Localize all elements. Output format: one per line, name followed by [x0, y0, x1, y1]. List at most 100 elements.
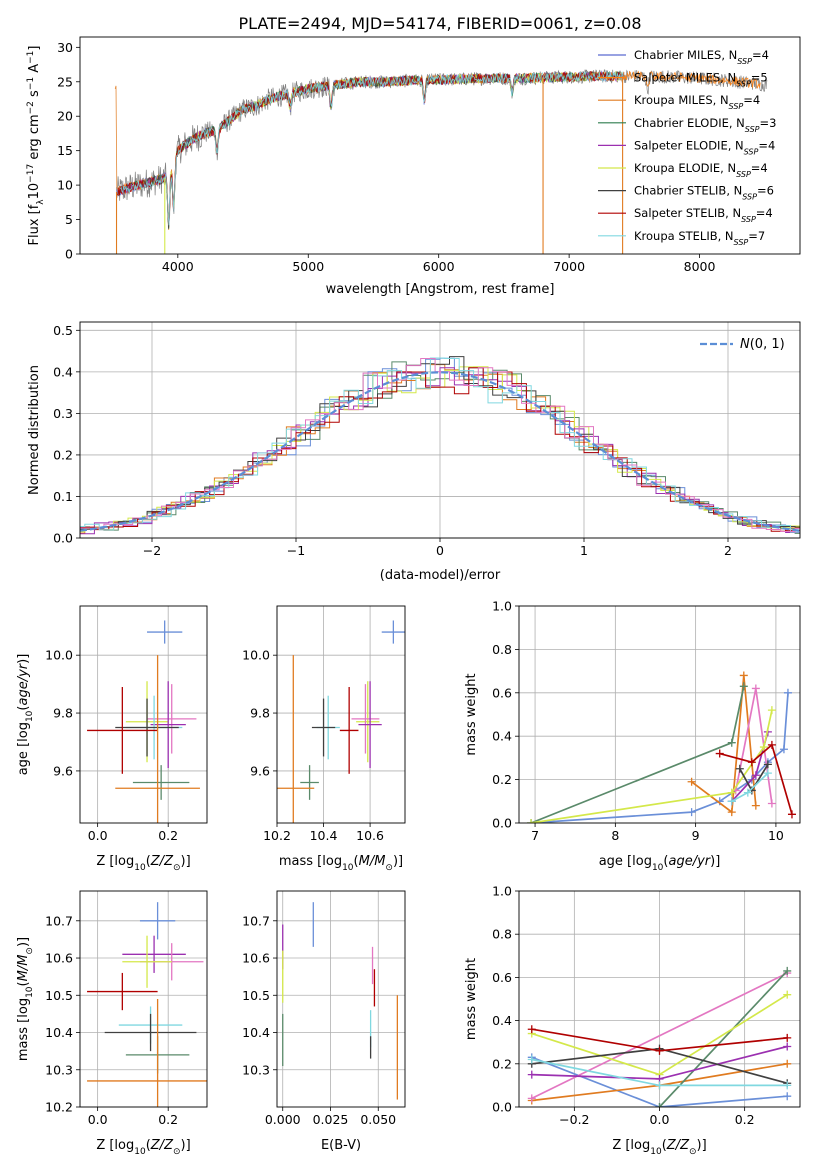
weight-vs-age-xtick-label: 10 [768, 828, 784, 843]
spectrum-ytick-label: 30 [57, 40, 73, 55]
weight-vs-Z-marker [655, 1103, 664, 1107]
spectrum-ylabel: Flux [fλ10−17 erg cm−2 s−1 A−1] [26, 46, 46, 246]
legend-label: Chabrier ELODIE, NSSP=3 [634, 116, 776, 134]
spectrum-ytick-label: 10 [57, 178, 73, 193]
residuals-ytick-label: 0.3 [53, 406, 73, 421]
age-vs-mass-errorbar [351, 684, 380, 754]
weight-vs-age-marker [779, 745, 788, 754]
mass-vs-Z-errorbar [87, 999, 207, 1107]
weight-vs-age-xtick-label: 8 [611, 828, 619, 843]
mass-vs-Z-errorbar [122, 935, 172, 988]
weight-vs-Z-ytick-label: 0.6 [492, 970, 512, 985]
mass-vs-Z-xtick-label: 0.2 [158, 1112, 178, 1127]
weight-vs-age-ytick-label: 0.8 [492, 642, 512, 657]
weight-vs-Z-xtick-label: −0.2 [559, 1112, 589, 1127]
residuals-panel: −2 −1 0 1 2 0.0 0.1 0.2 0.3 0.4 0.5 [53, 322, 800, 558]
age-vs-mass-errorbar [300, 765, 319, 800]
spectrum-ytick-label: 0 [65, 247, 73, 262]
spectrum-model-line [120, 71, 624, 226]
spectrum-panel: 4000 5000 6000 7000 8000 0 5 10 15 20 25 30 [57, 40, 715, 274]
mass-vs-ebv-xlabel: E(B-V) [321, 1138, 361, 1153]
weight-vs-Z-series-line [531, 1056, 788, 1107]
mass-vs-ebv-panel: 0.000 0.025 0.050 10.3 10.4 10.5 10.6 10.7 [242, 891, 405, 1127]
weight-vs-Z-marker [655, 1046, 664, 1055]
weight-vs-age-marker [767, 799, 776, 808]
mass-vs-ebv-xtick-label: 0.025 [313, 1112, 349, 1127]
weight-vs-age-frame [518, 605, 801, 824]
age-vs-Z-ytick-label: 10.0 [45, 648, 73, 663]
mass-vs-ebv-ytick-label: 10.6 [242, 951, 270, 966]
mass-vs-ebv-xtick-label: 0.050 [360, 1112, 396, 1127]
residuals-hist-line [80, 361, 800, 534]
figure-title: PLATE=2494, MJD=54174, FIBERID=0061, z=0… [238, 14, 641, 33]
weight-vs-age-marker [783, 688, 792, 697]
age-vs-mass-frame [276, 605, 406, 824]
weight-vs-age-xtick-label: 9 [692, 828, 700, 843]
weight-vs-Z-marker [783, 1092, 792, 1101]
weight-vs-age-marker [735, 764, 744, 773]
mass-vs-Z-ytick-label: 10.3 [45, 1062, 73, 1077]
spectrum-ytick-label: 20 [57, 109, 73, 124]
age-vs-mass-xtick-label: 10.6 [356, 828, 384, 843]
weight-vs-Z-marker [527, 1055, 536, 1064]
residuals-xtick-label: −2 [143, 543, 161, 558]
weight-vs-age-marker [787, 810, 796, 819]
weight-vs-Z-marker [783, 1033, 792, 1042]
weight-vs-age-marker [727, 797, 736, 806]
weight-vs-age-series-line [530, 686, 745, 823]
spectrum-ytick-label: 5 [65, 212, 73, 227]
age-vs-Z-errorbar [147, 684, 197, 754]
weight-vs-Z-xtick-label: 0.0 [650, 1112, 670, 1127]
weight-vs-age-marker [727, 788, 736, 797]
weight-vs-age-marker [767, 706, 776, 715]
residuals-ytick-label: 0.1 [53, 489, 73, 504]
age-vs-mass-errorbar [277, 655, 315, 823]
age-vs-mass-errorbar [381, 620, 405, 644]
legend-label: Kroupa MILES, NSSP=4 [634, 93, 760, 111]
weight-vs-Z-marker [527, 1070, 536, 1079]
weight-vs-age-ytick-label: 0.2 [492, 772, 512, 787]
age-vs-mass-ytick-label: 9.8 [250, 706, 270, 721]
age-vs-Z-errorbar [115, 698, 179, 757]
spectrum-xtick-label: 5000 [292, 259, 324, 274]
mass-vs-Z-panel: 0.0 0.2 10.2 10.3 10.4 10.5 10.6 10.7 [45, 891, 207, 1127]
age-vs-Z-errorbar [147, 620, 183, 644]
weight-vs-Z-ytick-label: 0.4 [492, 1013, 512, 1028]
weight-vs-Z-ytick-label: 0.0 [492, 1100, 512, 1115]
spectrum-model-line [125, 70, 623, 230]
residuals-hist-line [80, 366, 800, 533]
residuals-hists [80, 356, 800, 535]
weight-vs-age-ytick-label: 0.0 [492, 816, 512, 831]
residuals-ytick-label: 0.2 [53, 447, 73, 462]
mass-vs-Z-ytick-label: 10.5 [45, 988, 73, 1003]
residuals-xtick-label: 0 [436, 543, 444, 558]
spectrum-model-line [164, 70, 622, 225]
mass-vs-ebv-ytick-label: 10.4 [242, 1025, 270, 1040]
spectrum-xtick-label: 4000 [162, 259, 194, 274]
legend-label: Salpeter STELIB, NSSP=4 [634, 206, 773, 224]
weight-vs-age-xtick-label: 7 [531, 828, 539, 843]
residuals-normal-curve [80, 371, 800, 532]
weight-vs-Z-ytick-label: 0.8 [492, 927, 512, 942]
weight-vs-Z-marker [527, 1025, 536, 1034]
age-vs-Z-errorbar [115, 655, 200, 823]
weight-vs-Z-xlabel: Z [log10(Z/Z⊙)] [612, 1138, 706, 1157]
weight-vs-age-ytick-label: 0.4 [492, 729, 512, 744]
weight-vs-Z-series-line [531, 972, 788, 1100]
legend-label: Salpeter MILES, NSSP=5 [634, 71, 768, 89]
weight-vs-age-marker [687, 777, 696, 786]
weight-vs-age-marker [747, 758, 756, 767]
weight-vs-Z-ylabel: mass weight [464, 958, 479, 1040]
weight-vs-age-marker [727, 738, 736, 747]
weight-vs-age-ytick-label: 0.6 [492, 685, 512, 700]
weight-vs-age-ytick-label: 1.0 [492, 599, 512, 614]
spectrum-ytick-label: 25 [57, 74, 73, 89]
legend-label: Chabrier MILES, NSSP=4 [634, 48, 769, 66]
weight-vs-Z-marker [655, 1081, 664, 1090]
mass-vs-Z-xlabel: Z [log10(Z/Z⊙)] [96, 1138, 190, 1157]
age-vs-mass-xtick-label: 10.4 [310, 828, 338, 843]
residuals-xtick-label: 1 [580, 543, 588, 558]
weight-vs-age-marker [743, 788, 752, 797]
mass-vs-ebv-ytick-label: 10.3 [242, 1062, 270, 1077]
